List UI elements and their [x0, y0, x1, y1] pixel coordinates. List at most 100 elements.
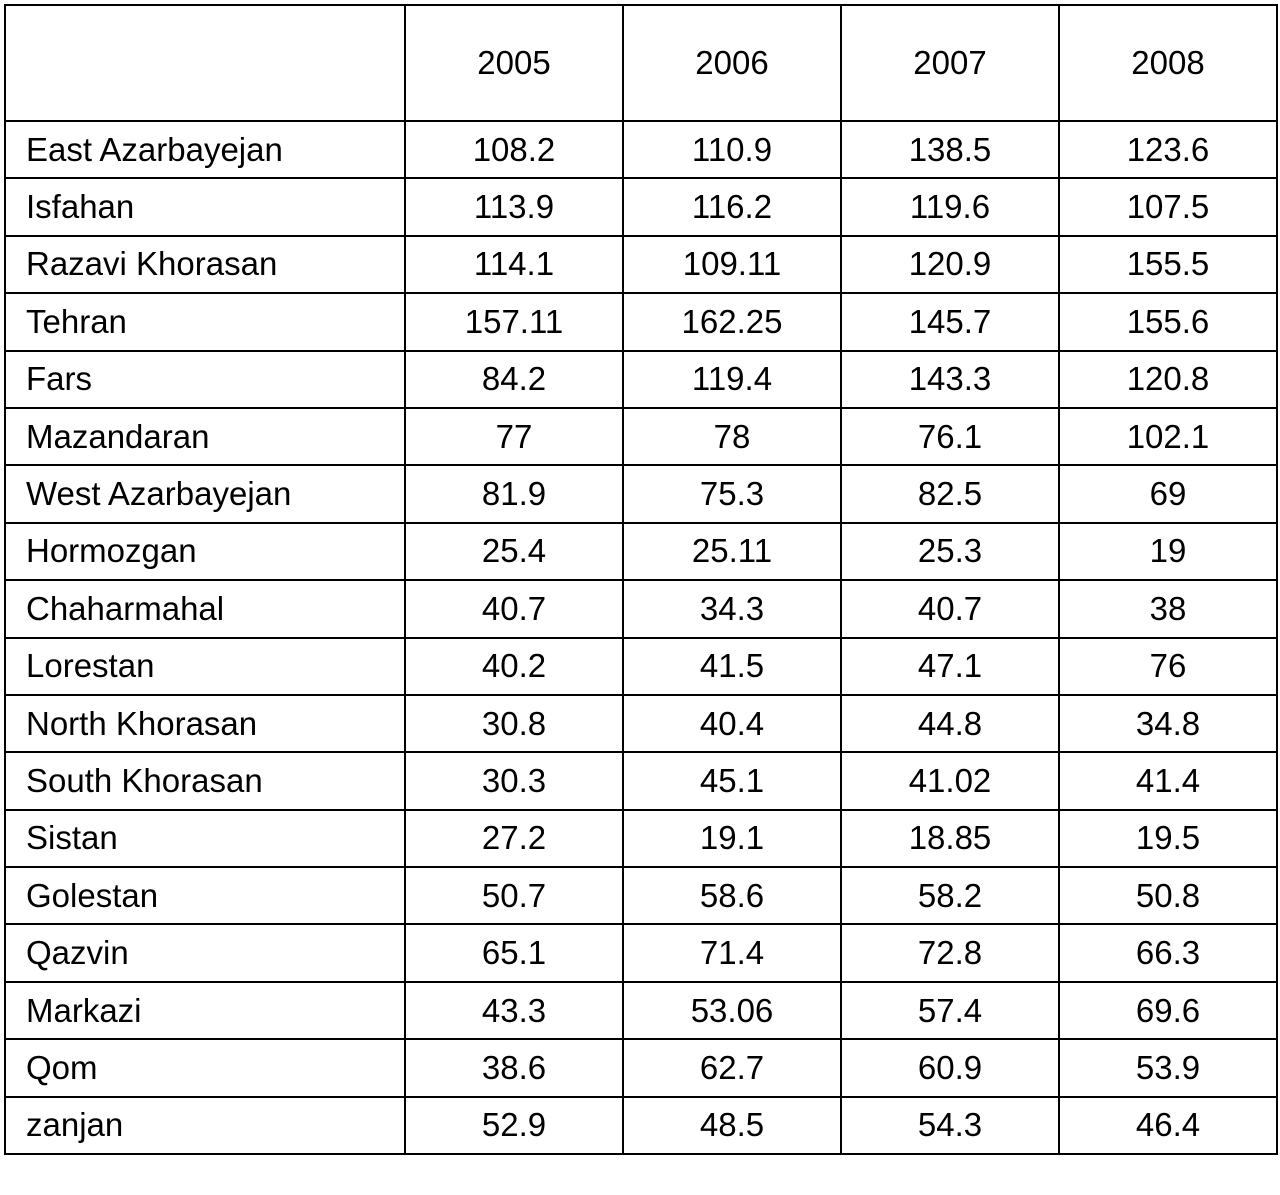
value-cell: 52.9 — [404, 1095, 624, 1156]
value-cell: 38 — [1058, 579, 1278, 639]
row-label: Qom — [4, 1038, 406, 1098]
value-cell: 19.1 — [622, 808, 842, 869]
value-cell: 155.6 — [1058, 292, 1278, 352]
row-label: West Azarbayejan — [4, 464, 406, 524]
value-cell: 102.1 — [1058, 406, 1278, 467]
table-row: Chaharmahal 40.7 34.3 40.7 38 — [4, 579, 1278, 639]
column-header: 2007 — [840, 4, 1060, 122]
value-cell: 47.1 — [840, 636, 1060, 696]
value-cell: 84.2 — [404, 349, 624, 409]
table-row: Razavi Khorasan 114.1 109.11 120.9 155.5 — [4, 234, 1278, 295]
row-label: Fars — [4, 349, 406, 409]
value-cell: 40.2 — [404, 636, 624, 696]
value-cell: 18.85 — [840, 808, 1060, 869]
table-row: Isfahan 113.9 116.2 119.6 107.5 — [4, 177, 1278, 237]
data-table: 2005 2006 2007 2008 East Azarbayejan 108.2 11… — [4, 4, 1278, 1156]
table-body: East Azarbayejan 108.2 110.9 138.5 123.6 Isfa… — [4, 119, 1278, 1156]
value-cell: 76 — [1058, 636, 1278, 696]
value-cell: 25.4 — [404, 521, 624, 582]
corner-cell — [4, 4, 406, 122]
value-cell: 114.1 — [404, 234, 624, 295]
table-row: Mazandaran 77 78 76.1 102.1 — [4, 406, 1278, 467]
table-row: zanjan 52.9 48.5 54.3 46.4 — [4, 1095, 1278, 1156]
value-cell: 41.5 — [622, 636, 842, 696]
value-cell: 107.5 — [1058, 177, 1278, 237]
value-cell: 119.4 — [622, 349, 842, 409]
value-cell: 75.3 — [622, 464, 842, 524]
value-cell: 53.9 — [1058, 1038, 1278, 1098]
value-cell: 145.7 — [840, 292, 1060, 352]
column-header: 2006 — [622, 4, 842, 122]
value-cell: 81.9 — [404, 464, 624, 524]
value-cell: 62.7 — [622, 1038, 842, 1098]
value-cell: 82.5 — [840, 464, 1060, 524]
value-cell: 45.1 — [622, 751, 842, 811]
table-row: Tehran 157.11 162.25 145.7 155.6 — [4, 292, 1278, 352]
value-cell: 116.2 — [622, 177, 842, 237]
table-row: Qazvin 65.1 71.4 72.8 66.3 — [4, 923, 1278, 983]
value-cell: 53.06 — [622, 980, 842, 1041]
row-label: East Azarbayejan — [4, 119, 406, 180]
table-row: Fars 84.2 119.4 143.3 120.8 — [4, 349, 1278, 409]
value-cell: 54.3 — [840, 1095, 1060, 1156]
row-label: zanjan — [4, 1095, 406, 1156]
value-cell: 58.2 — [840, 866, 1060, 926]
value-cell: 25.11 — [622, 521, 842, 582]
table-row: North Khorasan 30.8 40.4 44.8 34.8 — [4, 693, 1278, 754]
value-cell: 41.02 — [840, 751, 1060, 811]
row-label: South Khorasan — [4, 751, 406, 811]
value-cell: 65.1 — [404, 923, 624, 983]
row-label: Golestan — [4, 866, 406, 926]
value-cell: 113.9 — [404, 177, 624, 237]
value-cell: 162.25 — [622, 292, 842, 352]
value-cell: 40.4 — [622, 693, 842, 754]
table-row: Golestan 50.7 58.6 58.2 50.8 — [4, 866, 1278, 926]
value-cell: 34.3 — [622, 579, 842, 639]
value-cell: 108.2 — [404, 119, 624, 180]
value-cell: 19 — [1058, 521, 1278, 582]
row-label: Isfahan — [4, 177, 406, 237]
header-row: 2005 2006 2007 2008 — [4, 4, 1278, 122]
value-cell: 25.3 — [840, 521, 1060, 582]
row-label: Razavi Khorasan — [4, 234, 406, 295]
value-cell: 109.11 — [622, 234, 842, 295]
value-cell: 69 — [1058, 464, 1278, 524]
value-cell: 48.5 — [622, 1095, 842, 1156]
table-row: Markazi 43.3 53.06 57.4 69.6 — [4, 980, 1278, 1041]
row-label: Qazvin — [4, 923, 406, 983]
value-cell: 119.6 — [840, 177, 1060, 237]
value-cell: 110.9 — [622, 119, 842, 180]
row-label: North Khorasan — [4, 693, 406, 754]
value-cell: 66.3 — [1058, 923, 1278, 983]
column-header: 2008 — [1058, 4, 1278, 122]
row-label: Tehran — [4, 292, 406, 352]
row-label: Chaharmahal — [4, 579, 406, 639]
value-cell: 157.11 — [404, 292, 624, 352]
value-cell: 60.9 — [840, 1038, 1060, 1098]
row-label: Lorestan — [4, 636, 406, 696]
value-cell: 76.1 — [840, 406, 1060, 467]
value-cell: 50.8 — [1058, 866, 1278, 926]
table-row: South Khorasan 30.3 45.1 41.02 41.4 — [4, 751, 1278, 811]
value-cell: 58.6 — [622, 866, 842, 926]
table-row: Lorestan 40.2 41.5 47.1 76 — [4, 636, 1278, 696]
value-cell: 27.2 — [404, 808, 624, 869]
value-cell: 34.8 — [1058, 693, 1278, 754]
value-cell: 40.7 — [840, 579, 1060, 639]
table-row: Hormozgan 25.4 25.11 25.3 19 — [4, 521, 1278, 582]
value-cell: 123.6 — [1058, 119, 1278, 180]
value-cell: 71.4 — [622, 923, 842, 983]
value-cell: 44.8 — [840, 693, 1060, 754]
row-label: Markazi — [4, 980, 406, 1041]
column-header: 2005 — [404, 4, 624, 122]
value-cell: 30.3 — [404, 751, 624, 811]
value-cell: 72.8 — [840, 923, 1060, 983]
value-cell: 77 — [404, 406, 624, 467]
value-cell: 46.4 — [1058, 1095, 1278, 1156]
value-cell: 40.7 — [404, 579, 624, 639]
row-label: Mazandaran — [4, 406, 406, 467]
value-cell: 120.8 — [1058, 349, 1278, 409]
value-cell: 19.5 — [1058, 808, 1278, 869]
value-cell: 138.5 — [840, 119, 1060, 180]
row-label: Hormozgan — [4, 521, 406, 582]
